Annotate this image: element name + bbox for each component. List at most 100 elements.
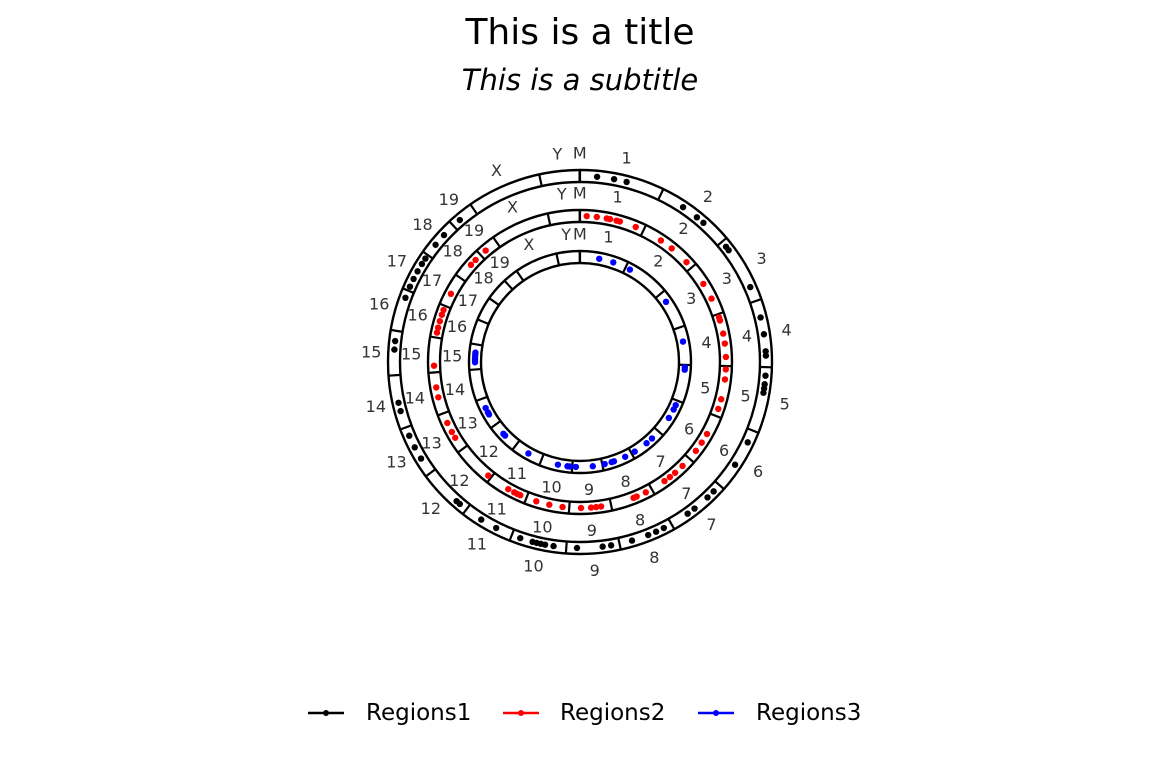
chromosome-label: 14: [405, 389, 425, 408]
chromosome-boundary: [457, 444, 469, 454]
chromosome-label: 10: [541, 477, 561, 496]
data-point: [418, 260, 426, 268]
chromosome-label: 18: [473, 268, 493, 287]
data-point: [589, 463, 596, 470]
chromosome-boundary: [515, 270, 525, 282]
legend-key-point: [713, 710, 719, 716]
chromosome-boundary: [455, 273, 467, 283]
data-point: [679, 338, 687, 345]
chromosome-label: 9: [590, 561, 600, 580]
chromosome-label: 4: [781, 321, 791, 340]
chromosome-boundary: [684, 453, 695, 464]
chromosome-boundary: [746, 427, 759, 434]
data-point: [472, 349, 479, 356]
data-point: [435, 394, 442, 401]
chromosome-boundary: [428, 370, 441, 374]
chromosome-boundary: [673, 324, 686, 331]
chromosome-label: 12: [478, 442, 498, 461]
data-point: [606, 215, 614, 223]
chart-subtitle: This is a subtitle: [462, 63, 698, 97]
data-point: [693, 214, 701, 221]
chromosome-label: 17: [387, 252, 407, 271]
chromosome-boundary: [567, 501, 571, 514]
data-point: [645, 531, 652, 539]
chromosome-boundary: [627, 447, 636, 460]
chromosome-label: 14: [366, 397, 386, 416]
legend-key-point: [323, 710, 329, 716]
chromosome-boundary: [555, 253, 561, 266]
chromosome-label: 13: [457, 414, 477, 433]
data-point: [510, 489, 518, 496]
data-point: [757, 314, 764, 321]
chromosome-label: 18: [412, 215, 432, 234]
chromosome-label: X: [491, 161, 502, 180]
data-point: [478, 516, 485, 523]
chromosome-label: 13: [386, 452, 406, 471]
chromosome-label: 8: [620, 472, 630, 491]
chromosome-boundary: [492, 236, 501, 248]
data-point: [725, 246, 732, 254]
chromosome-label: 15: [361, 342, 381, 361]
data-point: [434, 324, 442, 331]
chromosome-boundary: [388, 373, 401, 377]
chromosome-label: 19: [490, 253, 510, 272]
chromosome-label: 5: [780, 395, 790, 414]
chart-title: This is a title: [464, 12, 694, 53]
chromosome-boundary: [486, 472, 496, 484]
data-point: [679, 462, 686, 470]
data-point: [668, 245, 675, 252]
data-point: [550, 542, 557, 550]
data-point: [587, 504, 595, 511]
data-point: [666, 473, 674, 481]
chromosome-boundary: [508, 529, 516, 542]
data-point: [710, 488, 717, 495]
chromosome-boundary: [653, 426, 664, 437]
data-point: [402, 294, 409, 302]
chromosome-label: 13: [421, 433, 441, 452]
data-point: [554, 461, 562, 468]
data-point: [717, 396, 725, 403]
data-point: [517, 534, 524, 542]
chromosome-boundary: [621, 261, 630, 274]
data-point: [642, 489, 650, 496]
data-point: [577, 504, 585, 512]
data-point: [410, 275, 417, 283]
data-point: [564, 463, 571, 470]
data-point: [592, 503, 600, 511]
chromosome-label: 8: [649, 548, 659, 567]
legend-label: Regions2: [560, 700, 665, 726]
data-point: [414, 268, 421, 275]
data-point: [632, 223, 639, 231]
chromosome-label: 14: [445, 380, 465, 399]
chromosome-boundary: [477, 318, 490, 326]
data-point: [406, 432, 413, 439]
data-point: [573, 544, 581, 552]
data-point: [679, 203, 687, 211]
chromosome-boundary: [470, 342, 483, 347]
chromosome-label: 19: [464, 221, 484, 240]
data-point: [572, 463, 580, 471]
data-point: [529, 538, 536, 546]
chromosome-label: 12: [421, 499, 441, 518]
data-point: [648, 435, 656, 442]
chromosome-label: 7: [655, 452, 665, 471]
data-point: [643, 440, 650, 447]
chromosome-boundary: [461, 503, 472, 515]
chromosome-boundary: [608, 498, 614, 511]
data-point: [448, 428, 456, 436]
chromosome-label: 11: [507, 464, 527, 483]
data-point: [411, 444, 418, 451]
data-point: [628, 537, 636, 544]
data-point: [546, 501, 553, 508]
data-point: [652, 528, 660, 535]
chromosome-boundary: [448, 220, 459, 231]
data-point: [623, 178, 630, 186]
data-point: [722, 353, 730, 361]
data-point: [762, 372, 769, 379]
data-point: [670, 406, 677, 413]
chromosome-label: 16: [447, 317, 467, 336]
chromosome-label: 4: [742, 327, 752, 346]
chromosome-label: 6: [719, 441, 729, 460]
